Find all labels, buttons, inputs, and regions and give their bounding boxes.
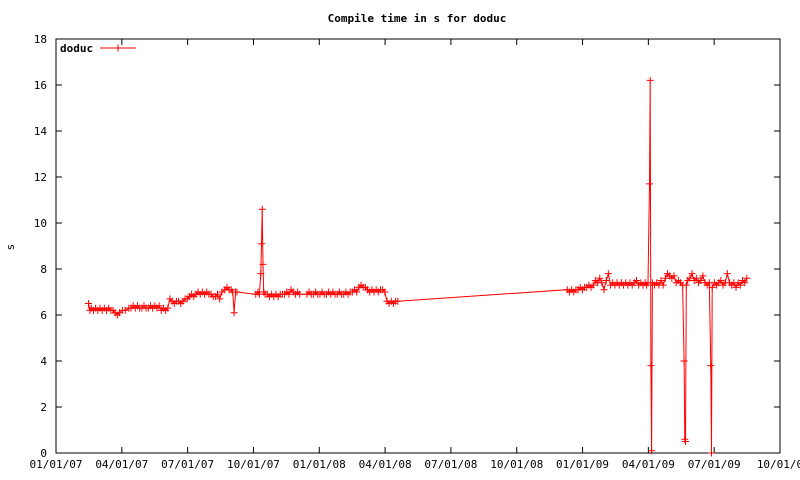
- x-tick-label-8: 01/01/09: [556, 458, 609, 471]
- data-point: [230, 309, 238, 317]
- data-point: [743, 274, 751, 282]
- x-tick-label-10: 07/01/09: [688, 458, 741, 471]
- data-point: [659, 281, 667, 289]
- y-tick-label-6: 12: [34, 171, 47, 184]
- data-point: [257, 270, 265, 278]
- data-point: [602, 277, 610, 284]
- data-point: [155, 302, 163, 310]
- data-point: [381, 288, 389, 296]
- data-point: [258, 240, 266, 248]
- y-tick-label-4: 8: [40, 263, 47, 276]
- data-point: [214, 290, 222, 298]
- data-point: [84, 300, 92, 307]
- data-point: [233, 288, 241, 296]
- data-point: [258, 205, 266, 213]
- y-tick-label-2: 4: [40, 355, 47, 368]
- y-tick-label-3: 6: [40, 309, 47, 322]
- x-tick-label-6: 07/01/08: [424, 458, 477, 471]
- data-point: [632, 277, 640, 284]
- data-point: [647, 362, 655, 370]
- data-point: [285, 290, 293, 298]
- data-point: [600, 286, 608, 294]
- plot-frame: [55, 38, 781, 454]
- y-tick-label-1: 2: [40, 401, 47, 414]
- x-tick-label-11: 10/01/0: [757, 458, 800, 471]
- data-point: [682, 438, 690, 445]
- data-point: [216, 295, 224, 303]
- x-tick-label-0: 01/01/07: [30, 458, 83, 471]
- data-point: [645, 180, 653, 188]
- x-tick-label-7: 10/01/08: [490, 458, 543, 471]
- series-doduc: [84, 76, 751, 457]
- data-point: [296, 290, 304, 298]
- y-tick-label-0: 0: [40, 447, 47, 460]
- x-tick-label-4: 01/01/08: [293, 458, 346, 471]
- data-point: [394, 297, 402, 305]
- data-point: [661, 274, 669, 282]
- data-point: [353, 288, 361, 296]
- legend-line-sample: [100, 44, 136, 52]
- data-point: [708, 283, 716, 291]
- data-point: [598, 279, 606, 287]
- x-axis: 01/01/07 04/01/07 07/01/07 10/01/07 01/01/08…: [30, 39, 800, 471]
- y-axis-label: s: [4, 244, 17, 251]
- data-point: [164, 304, 172, 312]
- data-point: [648, 447, 656, 455]
- data-point: [736, 281, 744, 289]
- data-point: [686, 274, 694, 282]
- y-axis: 0 2 4 6 8 10 12 14 16 18: [34, 33, 780, 460]
- data-point: [121, 306, 129, 314]
- data-point: [741, 279, 749, 287]
- legend: doduc: [60, 42, 136, 55]
- x-tick-label-9: 04/01/09: [622, 458, 675, 471]
- data-point: [717, 277, 725, 284]
- y-tick-label-5: 10: [34, 217, 47, 230]
- data-point: [707, 362, 715, 370]
- x-tick-label-5: 04/01/08: [359, 458, 412, 471]
- y-tick-label-9: 18: [34, 33, 47, 46]
- data-point: [604, 270, 612, 278]
- x-tick-label-1: 04/01/07: [95, 458, 148, 471]
- data-point: [688, 270, 696, 278]
- series-line-doduc: [88, 80, 748, 454]
- chart-title: Compile time in s for doduc: [328, 12, 507, 25]
- data-point: [682, 281, 690, 289]
- data-point: [699, 272, 707, 280]
- x-tick-label-2: 07/01/07: [161, 458, 214, 471]
- x-tick-label-3: 10/01/07: [227, 458, 280, 471]
- data-point: [646, 76, 654, 84]
- data-point: [732, 283, 740, 291]
- data-point: [692, 274, 700, 282]
- data-point: [723, 270, 731, 278]
- data-point: [707, 449, 715, 457]
- data-point: [596, 274, 604, 282]
- data-point: [259, 260, 267, 268]
- legend-label-doduc: doduc: [60, 42, 93, 55]
- y-tick-label-7: 14: [34, 125, 48, 138]
- legend-marker: [114, 44, 122, 52]
- data-point: [670, 272, 678, 280]
- data-point: [680, 357, 688, 365]
- y-tick-label-8: 16: [34, 79, 47, 92]
- data-point: [697, 277, 705, 284]
- data-point: [657, 277, 665, 284]
- data-point: [589, 281, 597, 289]
